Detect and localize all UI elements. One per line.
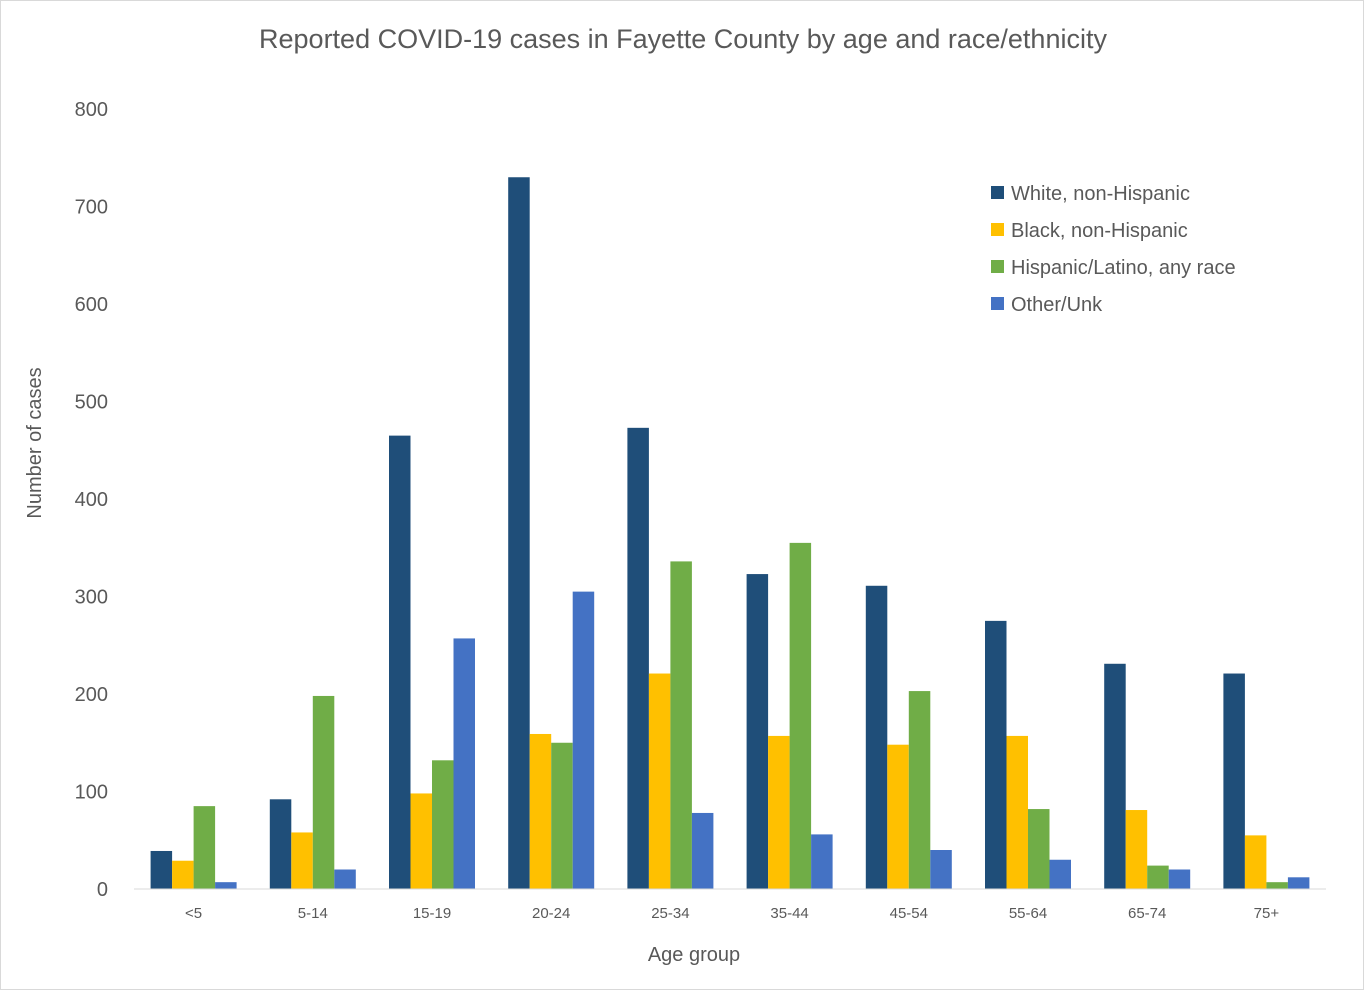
x-tick-label: 75+ xyxy=(1254,905,1280,922)
bar-hispanic-latino-any-race-15-19 xyxy=(432,760,454,889)
x-tick-label: 55-64 xyxy=(1009,905,1047,922)
bar-white-non-hispanic-35-44 xyxy=(746,574,769,889)
x-tick-label: 25-34 xyxy=(651,905,689,922)
legend-swatch xyxy=(991,186,1004,199)
bar-black-non-hispanic-65-74 xyxy=(1125,810,1148,889)
legend-swatch xyxy=(991,260,1004,273)
legend-swatch xyxy=(991,297,1004,310)
bar-other-unk-35-44 xyxy=(811,834,833,889)
bar-black-non-hispanic-25-34 xyxy=(648,673,671,889)
bar-black-non-hispanic-5-14 xyxy=(291,832,313,889)
bar-black-non-hispanic-15-19 xyxy=(410,793,432,889)
bar-other-unk-55-64 xyxy=(1049,859,1071,889)
x-tick-label: 5-14 xyxy=(298,905,328,922)
y-tick-label: 700 xyxy=(75,197,108,219)
bar-hispanic-latino-any-race-5-14 xyxy=(312,695,335,889)
legend-swatch xyxy=(991,223,1004,236)
legend-label: Black, non-Hispanic xyxy=(1011,220,1188,242)
legend-label: Hispanic/Latino, any race xyxy=(1011,257,1236,279)
legend-label: White, non-Hispanic xyxy=(1011,183,1190,205)
legend: White, non-Hispanic Black, non-Hispanic Hi… xyxy=(991,183,1236,316)
x-tick-label: 35-44 xyxy=(770,905,808,922)
bar-white-non-hispanic-20-24 xyxy=(508,177,530,889)
bar-other-unk-45-54 xyxy=(930,850,952,889)
chart-title: Reported COVID-19 cases in Fayette Count… xyxy=(259,24,1107,54)
bar-hispanic-latino-any-race-35-44 xyxy=(789,542,812,889)
bar-white-non-hispanic-55-64 xyxy=(985,620,1007,889)
bar-black-non-hispanic--5 xyxy=(172,860,194,889)
bar-white-non-hispanic-25-34 xyxy=(627,427,649,889)
bar-hispanic-latino-any-race-45-54 xyxy=(908,691,931,889)
bar-other-unk-5-14 xyxy=(334,869,356,889)
y-tick-label: 800 xyxy=(75,99,108,121)
bar-white-non-hispanic--5 xyxy=(150,850,173,889)
y-tick-label: 0 xyxy=(97,879,108,901)
y-tick-label: 600 xyxy=(75,294,108,316)
bar-black-non-hispanic-45-54 xyxy=(887,744,909,889)
bar-hispanic-latino-any-race-65-74 xyxy=(1147,865,1169,889)
y-tick-label: 100 xyxy=(75,782,108,804)
bar-other-unk--5 xyxy=(215,882,237,889)
bar-hispanic-latino-any-race-55-64 xyxy=(1028,809,1050,889)
bar-white-non-hispanic-65-74 xyxy=(1104,663,1126,889)
bar-other-unk-15-19 xyxy=(453,638,475,889)
y-tick-label: 200 xyxy=(75,684,108,706)
y-tick-label: 500 xyxy=(75,392,108,414)
x-axis-ticks: <5 5-14 15-19 20-24 25-34 35-44 45-54 55-64 65-7… xyxy=(185,905,1279,922)
bar-white-non-hispanic-15-19 xyxy=(389,435,411,889)
y-tick-label: 400 xyxy=(75,489,108,511)
x-axis-title: Age group xyxy=(648,944,740,966)
bar-hispanic-latino-any-race-20-24 xyxy=(551,742,573,889)
bar-black-non-hispanic-20-24 xyxy=(529,733,552,889)
bar-other-unk-25-34 xyxy=(691,812,714,889)
bar-black-non-hispanic-55-64 xyxy=(1006,735,1028,889)
x-tick-label: 45-54 xyxy=(890,905,928,922)
x-tick-label: 15-19 xyxy=(413,905,451,922)
bar-hispanic-latino-any-race--5 xyxy=(193,806,216,889)
y-axis-ticks: 0 100 200 300 400 500 600 700 800 xyxy=(75,99,108,901)
bar-hispanic-latino-any-race-25-34 xyxy=(670,561,692,889)
x-tick-label: <5 xyxy=(185,905,202,922)
y-axis-title: Number of cases xyxy=(24,367,46,518)
bar-black-non-hispanic-35-44 xyxy=(768,735,790,889)
bar-other-unk-65-74 xyxy=(1168,869,1191,889)
bar-black-non-hispanic-75- xyxy=(1244,835,1267,889)
bar-white-non-hispanic-5-14 xyxy=(269,799,292,889)
x-tick-label: 20-24 xyxy=(532,905,570,922)
bars xyxy=(150,177,1310,889)
legend-label: Other/Unk xyxy=(1011,294,1103,316)
bar-other-unk-75- xyxy=(1287,877,1310,889)
bar-other-unk-20-24 xyxy=(572,591,595,889)
x-tick-label: 65-74 xyxy=(1128,905,1166,922)
bar-white-non-hispanic-75- xyxy=(1223,673,1245,889)
bar-hispanic-latino-any-race-75- xyxy=(1266,882,1288,889)
bar-white-non-hispanic-45-54 xyxy=(865,585,888,889)
y-tick-label: 300 xyxy=(75,587,108,609)
